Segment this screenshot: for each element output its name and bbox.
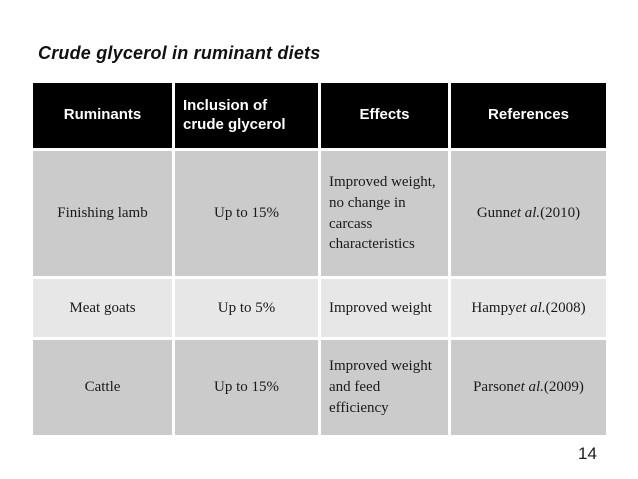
page-number: 14 [578, 444, 597, 463]
reference-et-al: et al. [510, 205, 541, 222]
reference-cell: Hampy et al. (2008) [451, 279, 606, 337]
reference-et-al: et al. [513, 379, 544, 396]
reference-year: (2008) [545, 299, 586, 316]
effects-cell: Improved weight and feed efficiency [321, 340, 448, 435]
reference-author: Hampy [471, 299, 516, 316]
reference-year: (2009) [543, 379, 584, 396]
reference-year: (2010) [540, 205, 581, 222]
ruminant-diet-table: Ruminants Inclusion of crude glycerol Ef… [33, 83, 606, 435]
inclusion-cell: Up to 5% [175, 279, 318, 337]
effects-cell: Improved weight [321, 279, 448, 337]
ruminant-cell: Cattle [33, 340, 172, 435]
column-header-ruminants: Ruminants [33, 83, 172, 148]
ruminant-cell: Finishing lamb [33, 151, 172, 276]
inclusion-cell: Up to 15% [175, 151, 318, 276]
reference-et-al: et al. [515, 299, 546, 316]
effects-cell: Improved weight, no change in carcass ch… [321, 151, 448, 276]
reference-cell: Parson et al. (2009) [451, 340, 606, 435]
reference-author: Parson [473, 379, 514, 396]
column-header-effects: Effects [321, 83, 448, 148]
ruminant-cell: Meat goats [33, 279, 172, 337]
column-header-inclusion: Inclusion of crude glycerol [175, 83, 318, 148]
reference-author: Gunn [476, 205, 511, 222]
reference-cell: Gunn et al. (2010) [451, 151, 606, 276]
column-header-references: References [451, 83, 606, 148]
inclusion-cell: Up to 15% [175, 340, 318, 435]
slide-title: Crude glycerol in ruminant diets [38, 43, 321, 63]
